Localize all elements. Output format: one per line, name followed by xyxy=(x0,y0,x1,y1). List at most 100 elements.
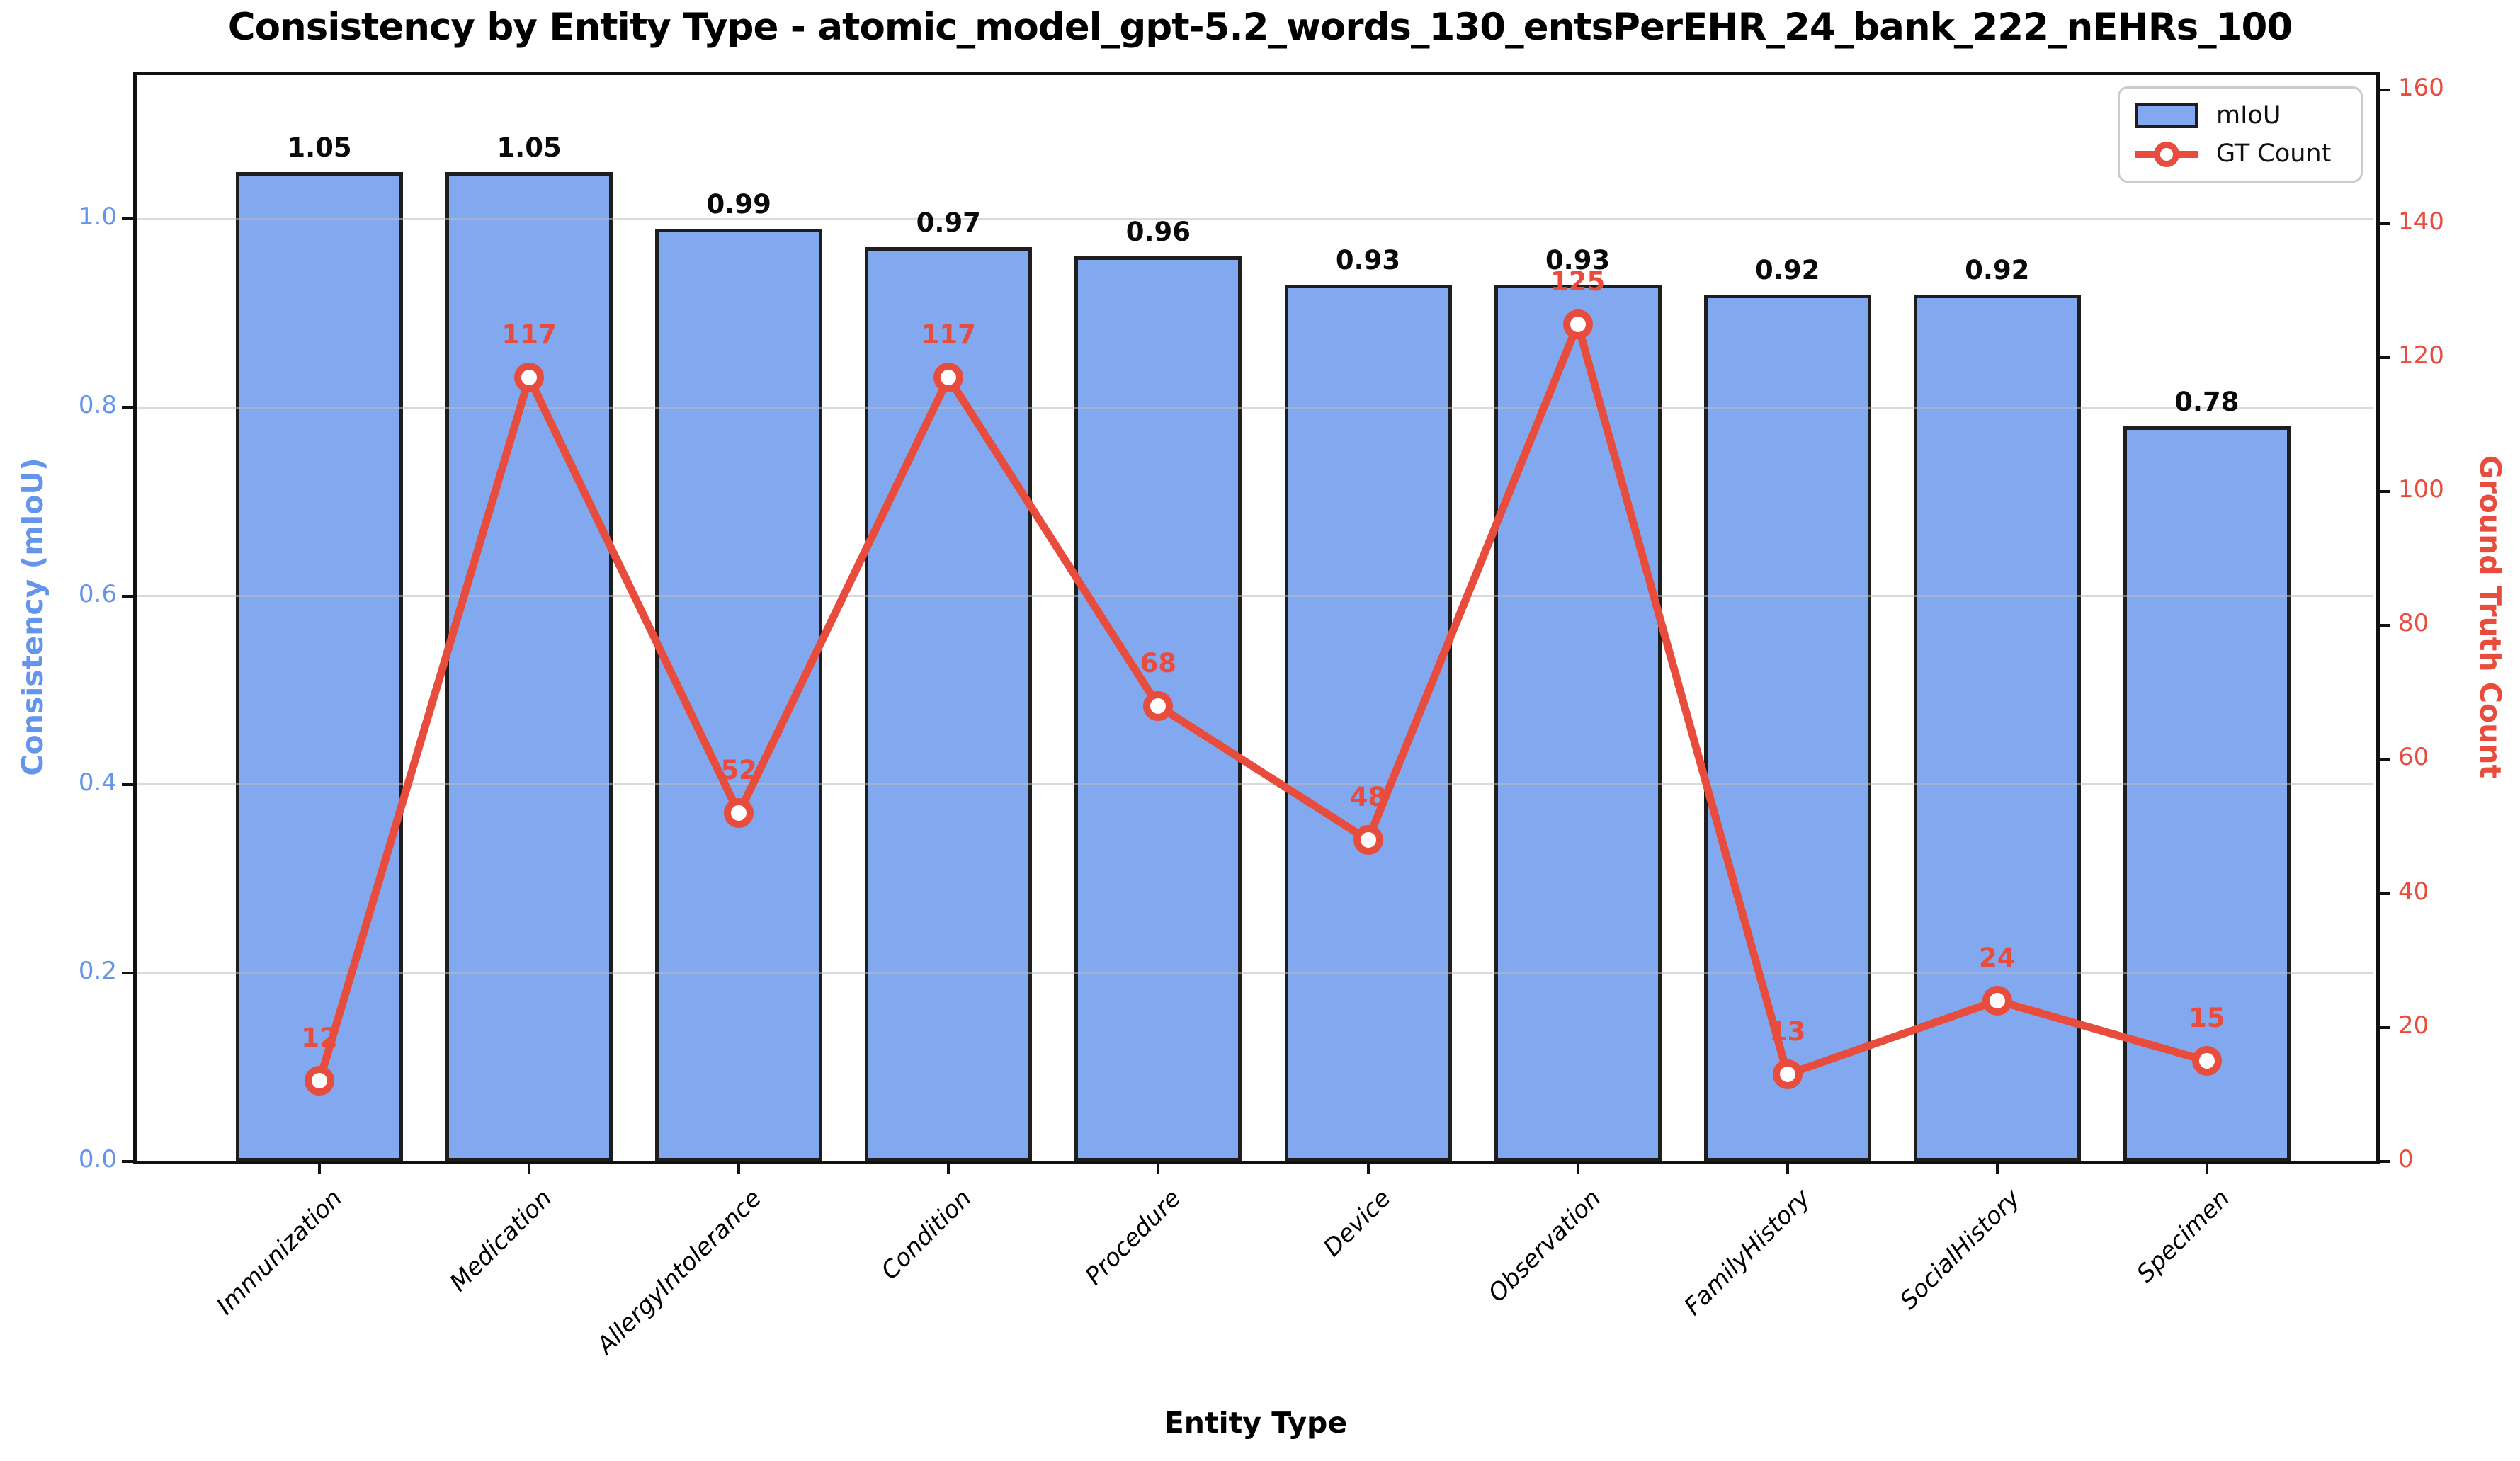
legend-bar-label: mIoU xyxy=(2216,101,2281,130)
y-tick-label-left: 0.6 xyxy=(78,579,117,608)
y-tick-left xyxy=(122,783,135,786)
bar-value-label: 0.93 xyxy=(1335,245,1401,276)
x-tick xyxy=(1576,1161,1579,1174)
y-tick-left xyxy=(122,971,135,974)
y-axis-label-left: Consistency (mIoU) xyxy=(16,457,50,776)
x-tick xyxy=(1366,1161,1370,1174)
y-tick-label-left: 0.4 xyxy=(78,768,117,797)
x-tick xyxy=(737,1161,741,1174)
y-tick-right xyxy=(2377,222,2390,225)
y-tick-label-right: 100 xyxy=(2398,475,2444,504)
y-tick-right xyxy=(2377,1025,2390,1029)
y-tick-left xyxy=(122,406,135,409)
bar xyxy=(236,171,403,1161)
x-tick xyxy=(528,1161,531,1174)
x-tick-label: FamilyHistory xyxy=(1679,1184,1816,1321)
chart-title: Consistency by Entity Type - atomic_mode… xyxy=(227,6,2293,49)
gridline xyxy=(137,972,2373,974)
gt-point-marker xyxy=(933,363,964,393)
y-tick-left xyxy=(122,594,135,598)
y-tick-right xyxy=(2377,88,2390,91)
y-tick-label-left: 0.8 xyxy=(78,391,117,420)
bar-value-label: 1.05 xyxy=(496,132,562,163)
gt-point-marker xyxy=(2191,1046,2222,1076)
bar xyxy=(1494,285,1662,1161)
x-tick-label: Specimen xyxy=(2131,1184,2236,1288)
bar-value-label: 0.96 xyxy=(1125,217,1191,248)
x-tick xyxy=(947,1161,950,1174)
y-tick-left xyxy=(122,1160,135,1163)
y-tick-right xyxy=(2377,490,2390,494)
bar-value-label: 0.93 xyxy=(1545,245,1611,276)
x-tick-label: Immunization xyxy=(211,1184,348,1321)
x-tick-label: SocialHistory xyxy=(1894,1184,2026,1316)
legend-bar-swatch xyxy=(2135,103,2198,128)
bar-value-label: 0.92 xyxy=(1755,254,1820,285)
legend-marker-sample xyxy=(2154,141,2179,167)
x-tick-label: Device xyxy=(1318,1184,1397,1263)
bar-value-label: 0.78 xyxy=(2174,387,2240,418)
y-tick-label-right: 120 xyxy=(2398,341,2444,370)
y-tick-right xyxy=(2377,1160,2390,1163)
gt-value-label: 117 xyxy=(921,319,976,351)
legend-entry-miou: mIoU xyxy=(2135,101,2361,130)
gt-point-marker xyxy=(1982,985,2012,1016)
gt-point-marker xyxy=(514,363,545,393)
gridline xyxy=(137,783,2373,786)
gt-value-label: 12 xyxy=(301,1023,338,1054)
x-tick-label: AllergyIntolerance xyxy=(591,1184,768,1360)
legend-entry-gtcount: GT Count xyxy=(2135,140,2361,168)
y-tick-label-left: 0.0 xyxy=(78,1145,117,1173)
y-tick-label-right: 0 xyxy=(2398,1145,2414,1173)
gt-value-label: 48 xyxy=(1349,781,1387,812)
bar-value-label: 0.97 xyxy=(916,208,981,239)
y-tick-label-right: 20 xyxy=(2398,1011,2429,1040)
y-tick-label-right: 80 xyxy=(2398,609,2429,638)
gt-value-label: 125 xyxy=(1550,266,1606,297)
y-tick-right xyxy=(2377,356,2390,359)
bar xyxy=(1284,285,1452,1161)
x-tick-label: Medication xyxy=(444,1184,558,1297)
y-tick-right xyxy=(2377,758,2390,761)
bar xyxy=(865,247,1033,1161)
bar xyxy=(1703,294,1871,1161)
gt-count-line xyxy=(315,320,2211,1085)
gt-point-marker xyxy=(724,798,754,829)
y-tick-label-left: 1.0 xyxy=(78,203,117,232)
x-axis-label: Entity Type xyxy=(1164,1406,1348,1440)
gt-point-marker xyxy=(1772,1059,1803,1090)
gridline xyxy=(137,406,2373,409)
y-tick-label-right: 40 xyxy=(2398,877,2429,906)
gt-value-label: 68 xyxy=(1140,647,1177,678)
y-tick-left xyxy=(122,217,135,221)
x-tick-label: Procedure xyxy=(1080,1184,1187,1291)
gridline xyxy=(137,217,2373,220)
x-tick-label: Condition xyxy=(875,1184,977,1286)
gt-value-label: 52 xyxy=(720,755,757,786)
bar xyxy=(2123,426,2291,1161)
gridline xyxy=(137,595,2373,598)
legend-line-label: GT Count xyxy=(2216,140,2332,168)
gt-value-label: 15 xyxy=(2189,1003,2225,1034)
x-tick-label: Observation xyxy=(1482,1184,1606,1308)
x-tick xyxy=(1157,1161,1160,1174)
gt-point-marker xyxy=(1143,690,1174,721)
legend: mIoU GT Count xyxy=(2118,86,2363,183)
x-tick xyxy=(2205,1161,2208,1174)
y-tick-label-right: 160 xyxy=(2398,73,2444,102)
legend-line-swatch xyxy=(2135,141,2198,167)
gt-point-marker xyxy=(1353,824,1383,855)
y-tick-right xyxy=(2377,624,2390,627)
bar xyxy=(445,171,613,1161)
y-tick-right xyxy=(2377,892,2390,895)
gt-value-label: 13 xyxy=(1769,1016,1806,1047)
x-tick xyxy=(318,1161,321,1174)
y-tick-label-right: 60 xyxy=(2398,743,2429,772)
bar-value-label: 1.05 xyxy=(287,132,352,163)
x-tick xyxy=(1995,1161,1999,1174)
gt-value-label: 117 xyxy=(501,319,557,351)
gt-point-marker xyxy=(1562,309,1593,339)
y-tick-label-right: 140 xyxy=(2398,207,2444,236)
y-tick-label-left: 0.2 xyxy=(78,956,117,985)
